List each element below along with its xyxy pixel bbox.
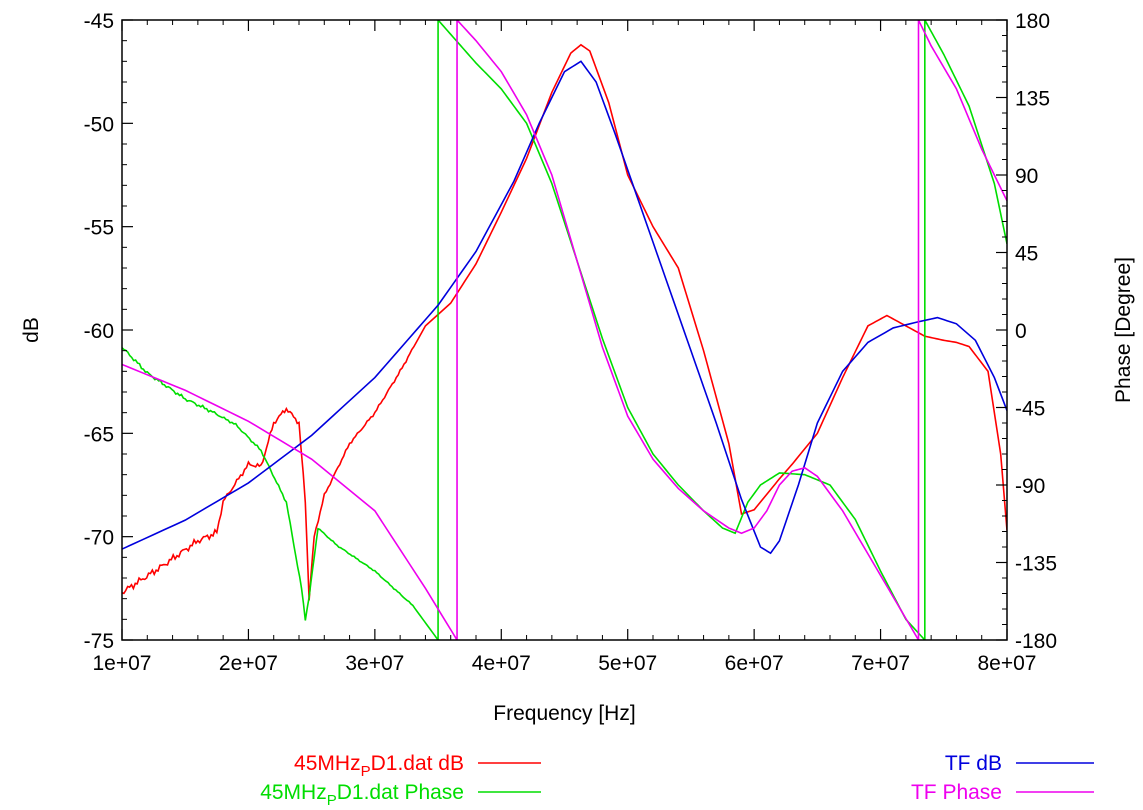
legend-label-1: 45MHzPD1.dat Phase (260, 781, 464, 809)
legend-label-part: 45MHz (260, 781, 327, 804)
x-tick-label: 4e+07 (472, 652, 531, 675)
series-layer (122, 20, 1007, 640)
x-tick-label: 2e+07 (219, 652, 278, 675)
legend-label-part: 45MHz (294, 752, 361, 775)
y-right-tick-label: 90 (1015, 165, 1038, 188)
y-right-tick-label: -90 (1015, 475, 1045, 498)
legend-label-subscript: P (327, 792, 337, 809)
series-line-1 (122, 20, 1007, 640)
legend-label-part: D1.dat dB (371, 752, 464, 775)
y-axis-left-title: dB (20, 317, 43, 343)
series-line-3 (122, 20, 1007, 640)
y-right-tick-label: 0 (1015, 320, 1027, 343)
y-left-tick-label: -50 (84, 113, 114, 136)
y-axis-right-title: Phase [Degree] (1112, 257, 1135, 403)
x-tick-label: 6e+07 (725, 652, 784, 675)
y-left-tick-label: -45 (84, 10, 114, 33)
y-left-tick-label: -75 (84, 630, 114, 653)
legend-label-part: D1.dat Phase (337, 781, 464, 804)
y-left-tick-label: -60 (84, 320, 114, 343)
y-right-tick-label: -135 (1015, 553, 1057, 576)
x-tick-label: 5e+07 (598, 652, 657, 675)
y-left-tick-label: -65 (84, 423, 114, 446)
series-line-0 (122, 43, 1007, 601)
ticks-layer: 1e+07 2e+07 3e+07 4e+07 5e+07 6e+07 7e+07 8e+07… (84, 10, 1057, 675)
y-left-tick-label: -70 (84, 527, 114, 550)
x-tick-label: 8e+07 (978, 652, 1037, 675)
series-line-2 (122, 60, 1007, 555)
y-right-tick-label: 180 (1015, 10, 1050, 33)
x-tick-label: 7e+07 (851, 652, 910, 675)
y-right-tick-label: -45 (1015, 398, 1045, 421)
legend-label-subscript: P (361, 763, 371, 780)
y-right-tick-label: 45 (1015, 243, 1038, 266)
legend-label-0: 45MHzPD1.dat dB (294, 752, 464, 780)
legend-label-3: TF Phase (911, 781, 1002, 804)
legend-label-2: TF dB (945, 752, 1002, 775)
y-left-tick-label: -55 (84, 217, 114, 240)
x-tick-label: 3e+07 (345, 652, 404, 675)
y-right-tick-label: -180 (1015, 630, 1057, 653)
x-axis-title: Frequency [Hz] (493, 702, 635, 725)
y-right-tick-label: 135 (1015, 88, 1050, 111)
x-tick-label: 1e+07 (93, 652, 152, 675)
plot-frame (121, 19, 1008, 641)
